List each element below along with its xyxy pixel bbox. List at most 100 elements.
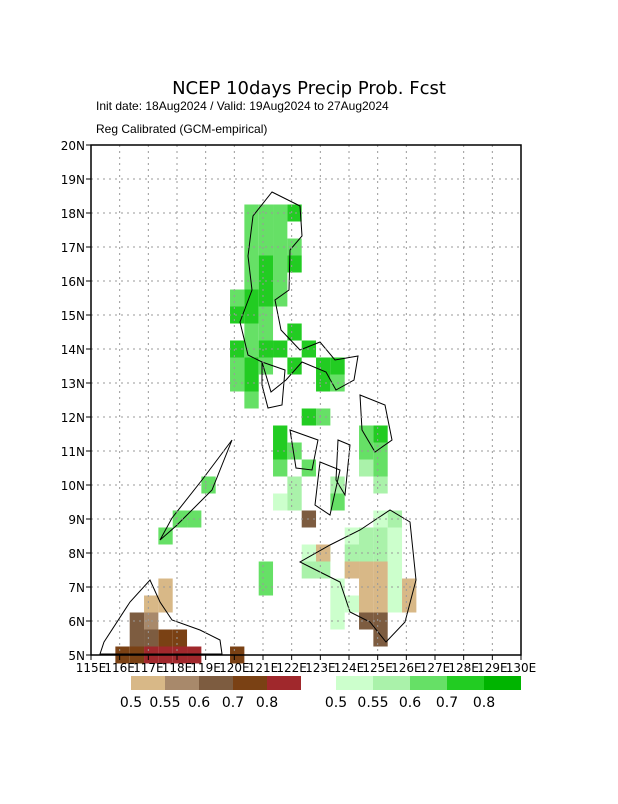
prob-cell xyxy=(273,493,288,511)
coast-borneo xyxy=(99,579,223,655)
y-tick-label: 7N xyxy=(68,581,85,595)
prob-cell xyxy=(373,629,388,647)
prob-cell xyxy=(273,425,288,443)
prob-cell xyxy=(244,391,259,409)
colorbar-swatch xyxy=(233,676,267,690)
y-tick-label: 18N xyxy=(61,207,85,221)
prob-cell xyxy=(373,425,388,443)
coast-samar xyxy=(359,394,393,453)
prob-cell xyxy=(316,374,331,392)
prob-cell xyxy=(359,595,374,613)
y-tick-label: 6N xyxy=(68,615,85,629)
x-tick-label: 124E xyxy=(334,661,365,675)
prob-cell xyxy=(387,595,403,613)
prob-cell xyxy=(373,459,388,477)
prob-cell xyxy=(287,238,302,256)
coast-mindoro xyxy=(261,361,286,409)
colorbar-swatch xyxy=(336,676,373,690)
prob-cell xyxy=(287,476,302,494)
prob-cell xyxy=(273,238,288,256)
prob-cell xyxy=(287,255,302,273)
prob-cell xyxy=(230,374,245,392)
prob-cell xyxy=(287,493,302,511)
prob-cell xyxy=(258,289,274,307)
prob-cell xyxy=(344,544,360,562)
y-tick-label: 13N xyxy=(61,377,85,391)
prob-cell xyxy=(316,561,331,579)
x-tick-label: 115E xyxy=(76,661,107,675)
prob-cell xyxy=(273,340,288,358)
prob-cell xyxy=(258,323,274,341)
prob-cell xyxy=(359,561,374,579)
prob-cell xyxy=(258,357,274,375)
colorbar-swatch xyxy=(267,676,301,690)
prob-cell xyxy=(287,323,302,341)
prob-cell xyxy=(344,527,360,545)
prob-cell xyxy=(244,374,259,392)
prob-cell xyxy=(273,204,288,222)
prob-cell xyxy=(273,272,288,290)
prob-cell xyxy=(287,357,302,375)
x-tick-label: 125E xyxy=(362,661,393,675)
axes: 115E116E117E118E119E120E121E122E123E124E… xyxy=(61,139,537,675)
prob-cell xyxy=(359,425,374,443)
x-tick-label: 117E xyxy=(133,661,164,675)
colorbar-label: 0.7 xyxy=(222,695,244,711)
colorbar-swatch xyxy=(165,676,199,690)
x-tick-label: 123E xyxy=(305,661,336,675)
prob-cell xyxy=(144,595,159,613)
coast-panay xyxy=(289,429,319,471)
prob-cell xyxy=(244,204,259,222)
coast-luzon xyxy=(239,191,359,393)
x-tick-label: 119E xyxy=(190,661,221,675)
y-tick-label: 20N xyxy=(61,139,85,153)
prob-cell xyxy=(273,442,288,460)
colorbar-swatch xyxy=(447,676,484,690)
note: Reg Calibrated (GCM-empirical) xyxy=(96,122,267,136)
prob-cell xyxy=(287,204,302,222)
x-tick-label: 130E xyxy=(506,661,537,675)
prob-cell xyxy=(301,561,317,579)
x-tick-label: 118E xyxy=(162,661,193,675)
x-tick-label: 121E xyxy=(248,661,279,675)
cells xyxy=(115,204,417,664)
prob-cell xyxy=(158,595,173,613)
prob-cell xyxy=(301,459,317,477)
x-tick-label: 129E xyxy=(477,661,508,675)
y-tick-label: 10N xyxy=(61,479,85,493)
prob-cell xyxy=(359,442,374,460)
prob-cell xyxy=(373,595,388,613)
subtitle: Init date: 18Aug2024 / Valid: 19Aug2024 … xyxy=(96,99,389,113)
prob-cell xyxy=(258,255,274,273)
y-tick-label: 17N xyxy=(61,241,85,255)
prob-cell xyxy=(359,578,374,596)
colorbar-label: 0.5 xyxy=(120,695,142,711)
prob-cell xyxy=(387,527,403,545)
prob-cell xyxy=(244,289,259,307)
prob-cell xyxy=(387,544,403,562)
prob-cell xyxy=(387,578,403,596)
prob-cell xyxy=(316,357,331,375)
prob-cell xyxy=(373,527,388,545)
chart-title: NCEP 10days Precip Prob. Fcst xyxy=(172,78,446,99)
prob-cell xyxy=(316,408,331,426)
prob-cell xyxy=(359,459,374,477)
y-tick-label: 8N xyxy=(68,547,85,561)
prob-cell xyxy=(244,255,259,273)
colorbar-swatch xyxy=(373,676,410,690)
plot-frame xyxy=(90,144,522,656)
prob-cell xyxy=(330,357,345,375)
colorbar-label: 0.6 xyxy=(188,695,210,711)
prob-cell xyxy=(258,221,274,239)
x-tick-label: 127E xyxy=(420,661,451,675)
prob-cell xyxy=(244,357,259,375)
prob-cell xyxy=(387,561,403,579)
prob-cell xyxy=(172,510,188,528)
prob-cell xyxy=(330,595,345,613)
x-tick-label: 126E xyxy=(391,661,422,675)
prob-cell xyxy=(258,561,274,579)
prob-cell xyxy=(273,289,288,307)
prob-cell xyxy=(129,629,145,647)
colorbar-swatch xyxy=(199,676,233,690)
y-tick-label: 12N xyxy=(61,411,85,425)
